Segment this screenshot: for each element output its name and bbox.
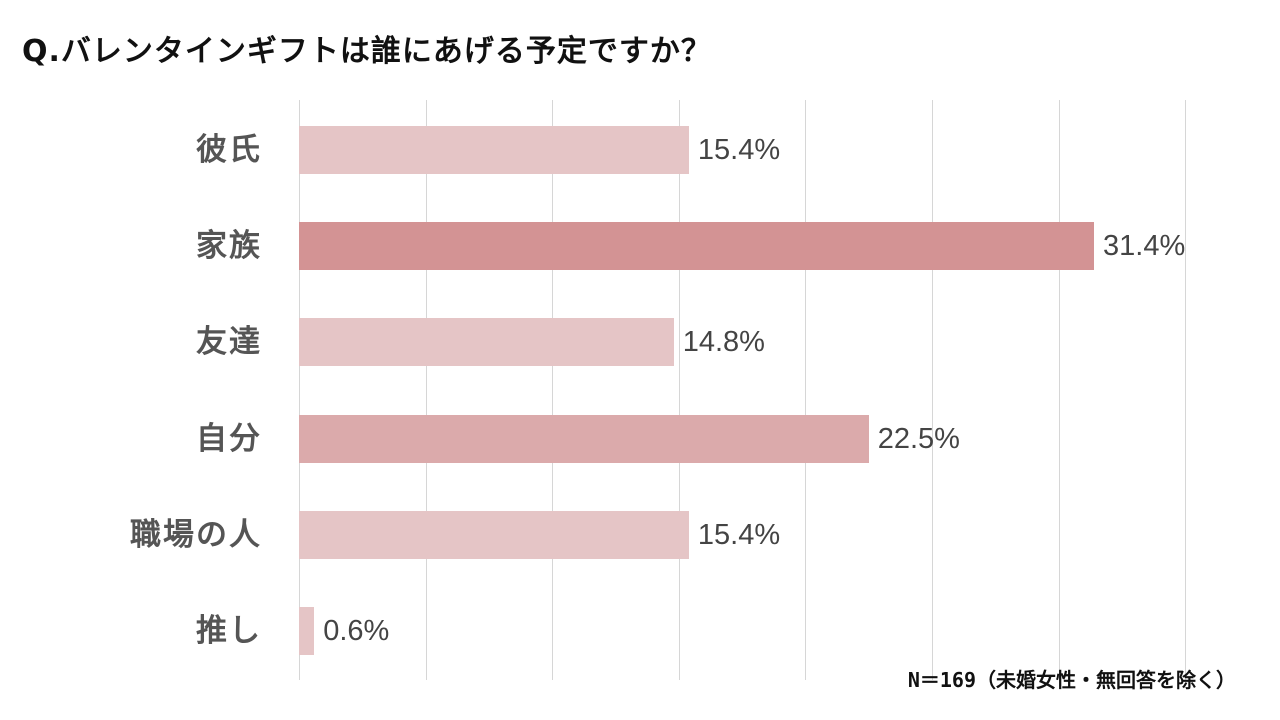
gridline bbox=[299, 100, 300, 680]
sample-size-note: N＝169（未婚女性・無回答を除く） bbox=[907, 668, 1236, 692]
value-label: 14.8% bbox=[682, 326, 765, 359]
gridline bbox=[1185, 100, 1187, 680]
category-label: 彼氏 bbox=[196, 132, 262, 168]
chart-title: Q.バレンタインギフトは誰にあげる予定ですか？ bbox=[22, 34, 712, 69]
category-label: 自分 bbox=[196, 420, 262, 457]
gridline bbox=[425, 100, 427, 680]
gridline bbox=[805, 100, 807, 680]
bar bbox=[299, 607, 315, 655]
bar bbox=[299, 222, 1095, 271]
bar bbox=[299, 126, 689, 174]
value-label: 22.5% bbox=[877, 422, 960, 455]
category-label: 推し bbox=[196, 613, 262, 649]
value-label: 15.4% bbox=[697, 518, 781, 551]
gridline bbox=[552, 100, 554, 680]
value-label: 15.4% bbox=[697, 134, 781, 166]
category-label: 友達 bbox=[196, 324, 262, 361]
value-label: 0.6% bbox=[323, 615, 390, 647]
gridline bbox=[932, 100, 933, 680]
category-label: 職場の人 bbox=[130, 516, 262, 553]
value-label: 31.4% bbox=[1103, 230, 1186, 263]
bar bbox=[299, 414, 869, 463]
bar bbox=[299, 510, 689, 559]
category-label: 家族 bbox=[196, 228, 262, 265]
gridline bbox=[678, 100, 680, 680]
gridline bbox=[1058, 100, 1060, 680]
bar bbox=[299, 318, 674, 367]
